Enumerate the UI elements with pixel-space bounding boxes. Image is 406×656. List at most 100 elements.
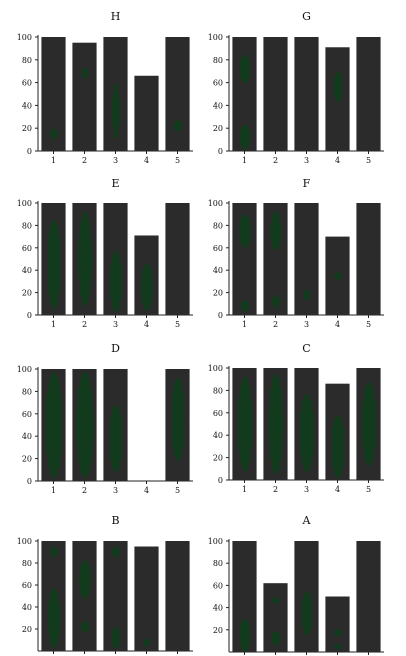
y-tick-label: 0: [218, 476, 223, 485]
x-tick-label: 4: [144, 320, 149, 329]
bar-speck: [239, 124, 250, 150]
y-tick-label: 60: [22, 410, 32, 419]
y-tick-label: 40: [22, 266, 32, 275]
bar-speck: [80, 621, 89, 633]
y-tick-label: 80: [22, 56, 32, 65]
chart-panel-C: C 0 20 40 60 80 100 1 2 3 4 5: [208, 342, 384, 494]
x-tick-label: 2: [82, 156, 87, 165]
bar-speck: [239, 54, 250, 84]
chart-title: E: [111, 177, 119, 190]
bar-speck: [46, 219, 61, 310]
x-tick-label: 4: [335, 156, 340, 165]
bar-speck: [299, 393, 314, 473]
bar-speck: [361, 382, 376, 466]
bar-speck: [49, 546, 58, 558]
x-tick-label: 1: [242, 156, 247, 165]
x-tick-label: 2: [273, 320, 278, 329]
chart-panel-F: F 0 20 40 60 80 100 1 2 3 4 5: [208, 177, 384, 329]
x-tick-label: 3: [304, 485, 309, 494]
bar-speck: [49, 128, 58, 140]
bar-speck: [140, 263, 153, 312]
y-tick-label: 20: [22, 124, 32, 133]
y-tick-label: 60: [213, 79, 223, 88]
y-tick-label: 60: [213, 581, 223, 590]
bar-speck: [111, 82, 120, 140]
y-tick-label: 20: [22, 289, 32, 298]
y-tick-label: 40: [213, 101, 223, 110]
bar-speck: [301, 590, 312, 636]
x-tick-label: 4: [335, 320, 340, 329]
y-tick-label: 60: [213, 244, 223, 253]
bar-speck: [237, 376, 252, 472]
y-tick-label: 100: [17, 33, 32, 42]
y-tick-label: 60: [213, 409, 223, 418]
x-tick-label: 5: [366, 320, 371, 329]
chart-panel-G: G 0 20 40 60 80 100 1 2 3 4 5: [208, 10, 384, 165]
y-tick-label: 40: [22, 101, 32, 110]
chart-panel-H: H 0 20 40 60 80 100 1 2 3 4 5: [17, 10, 193, 165]
y-tick-label: 40: [213, 604, 223, 613]
bar-speck: [333, 628, 342, 637]
bar-speck: [77, 211, 92, 307]
bar-speck: [111, 546, 120, 558]
y-tick-label: 20: [22, 625, 32, 634]
y-tick-label: 100: [208, 199, 223, 208]
bar-speck: [268, 373, 283, 475]
x-tick-label: 3: [113, 486, 118, 495]
y-tick-label: 0: [27, 477, 32, 486]
bar-speck: [333, 643, 342, 650]
bar-speck: [111, 626, 120, 649]
x-tick-label: 4: [335, 485, 340, 494]
bar-speck: [271, 294, 280, 309]
y-tick-label: 80: [22, 387, 32, 396]
chart-panel-B: B 20 40 60 80 100: [17, 514, 193, 654]
y-tick-label: 0: [27, 147, 32, 156]
y-tick-label: 80: [213, 559, 223, 568]
x-tick-label: 4: [144, 156, 149, 165]
bar-speck: [47, 587, 60, 649]
y-tick-label: 100: [17, 365, 32, 374]
bar: [294, 37, 319, 151]
bar-speck: [240, 300, 249, 312]
bar: [165, 203, 190, 315]
chart-panel-E: E 0 20 40 60 80 100 1 2 3 4 5: [17, 177, 193, 329]
x-tick-label: 5: [366, 156, 371, 165]
x-tick-label: 5: [366, 485, 371, 494]
x-tick-label: 5: [175, 320, 180, 329]
x-tick-label: 3: [304, 320, 309, 329]
y-tick-label: 100: [17, 199, 32, 208]
chart-title: B: [111, 514, 119, 527]
y-tick-label: 100: [208, 364, 223, 373]
bar-speck: [239, 618, 250, 652]
bar-speck: [270, 631, 281, 646]
bar: [134, 546, 159, 651]
bar: [165, 37, 190, 151]
bar-speck: [108, 404, 123, 473]
y-tick-label: 100: [208, 33, 223, 42]
x-tick-label: 3: [113, 320, 118, 329]
x-tick-label: 1: [51, 486, 56, 495]
y-tick-label: 20: [213, 124, 223, 133]
bar-speck: [170, 377, 185, 462]
x-tick-label: 5: [175, 486, 180, 495]
bar-speck: [76, 371, 93, 479]
bar-speck: [302, 289, 311, 301]
y-tick-label: 100: [17, 537, 32, 546]
x-tick-label: 4: [144, 486, 149, 495]
x-tick-label: 3: [113, 156, 118, 165]
x-tick-label: 1: [51, 320, 56, 329]
y-tick-label: 40: [22, 603, 32, 612]
chart-title: G: [302, 10, 311, 23]
bar: [72, 42, 97, 152]
chart-title: D: [111, 342, 120, 355]
x-tick-label: 2: [273, 485, 278, 494]
x-tick-label: 1: [242, 485, 247, 494]
x-tick-label: 1: [242, 320, 247, 329]
bar: [134, 75, 159, 151]
bar-speck: [238, 214, 251, 248]
bar: [356, 541, 381, 652]
bar-speck: [330, 414, 345, 478]
bar-speck: [80, 67, 89, 79]
y-tick-label: 100: [208, 537, 223, 546]
